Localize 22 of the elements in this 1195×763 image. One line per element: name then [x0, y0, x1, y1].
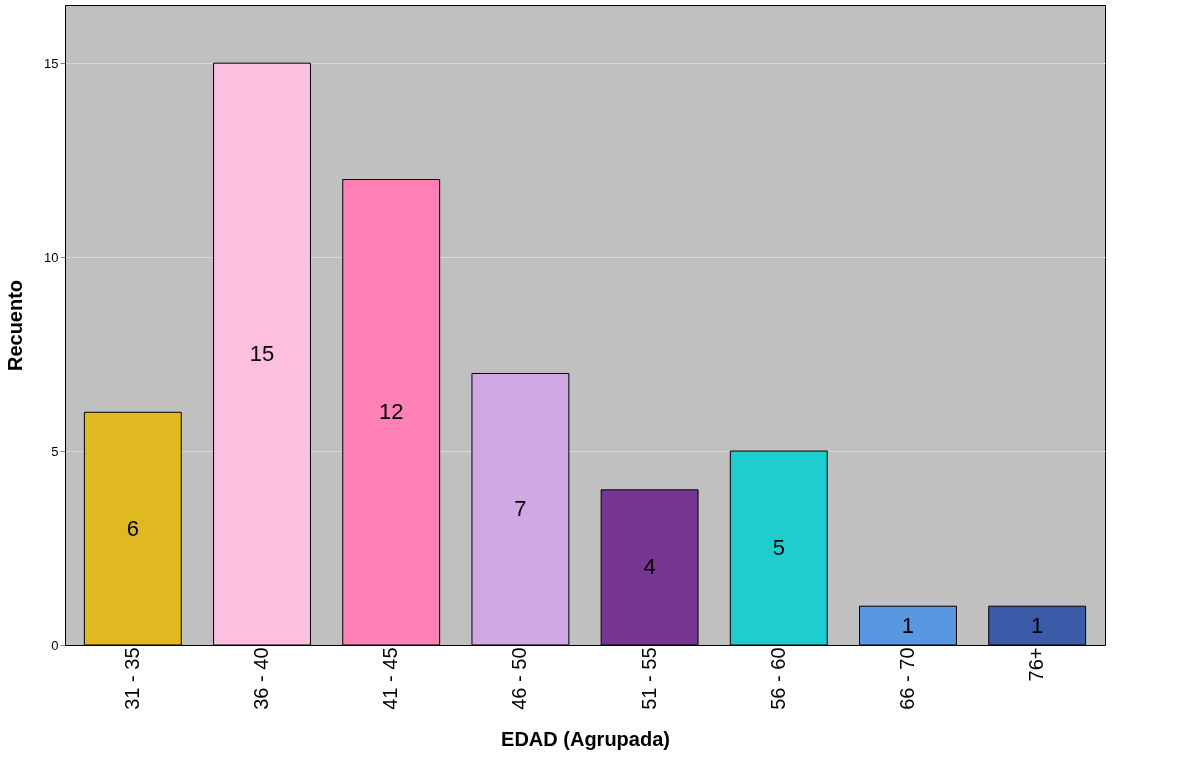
x-tick-label: 51 - 55 — [637, 647, 660, 710]
data-label: 6 — [126, 515, 139, 541]
data-label: 5 — [772, 535, 785, 561]
data-label: 12 — [378, 399, 404, 425]
data-label: 7 — [514, 496, 527, 522]
data-label: 1 — [1031, 612, 1044, 638]
y-axis-title: Recuento — [4, 279, 27, 372]
y-tick-label: 15 — [44, 55, 59, 71]
x-tick-label: 41 - 45 — [379, 647, 402, 710]
x-tick-label: 56 - 60 — [766, 647, 789, 710]
x-axis-title: EDAD (Agrupada) — [501, 727, 670, 750]
data-label: 15 — [249, 341, 275, 367]
data-label: 4 — [643, 554, 656, 580]
y-tick-label: 5 — [51, 443, 59, 459]
x-tick-label: 76+ — [1025, 647, 1048, 682]
x-tick-label: 46 - 50 — [508, 647, 531, 710]
y-tick-label: 10 — [44, 249, 59, 265]
y-tick-label: 0 — [51, 637, 59, 653]
x-tick-label: 36 - 40 — [250, 647, 273, 710]
x-tick-label: 66 - 70 — [895, 647, 918, 710]
data-label: 1 — [901, 612, 915, 638]
x-tick-label: 31 - 35 — [120, 647, 143, 710]
